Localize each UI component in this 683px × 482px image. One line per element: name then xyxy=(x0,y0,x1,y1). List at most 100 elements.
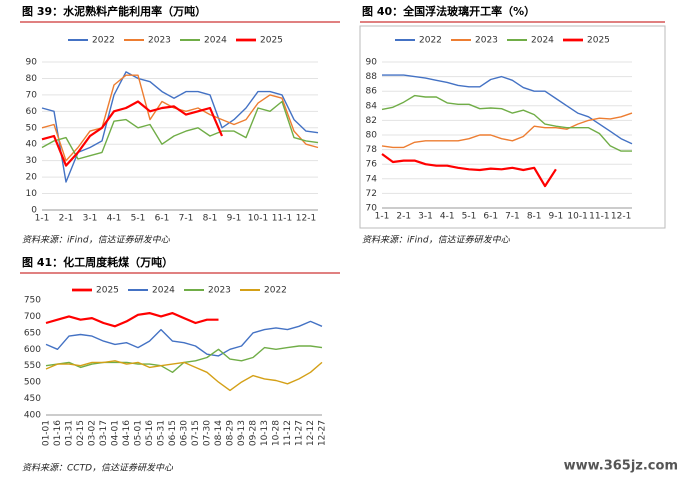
x-tick-label: 03-17 xyxy=(99,420,109,446)
x-tick-label: 4-1 xyxy=(440,212,455,222)
y-tick-label: 80 xyxy=(366,131,378,141)
x-tick-label: 12-27 xyxy=(318,420,328,446)
x-tick-label: 2-1 xyxy=(396,212,411,222)
source-note: 资料来源：CCTD，信达证券研发中心 xyxy=(22,463,174,474)
legend-label: 2024 xyxy=(531,36,554,46)
y-tick-label: 82 xyxy=(366,116,377,126)
x-tick-label: 11-27 xyxy=(295,420,305,446)
y-tick-label: 80 xyxy=(26,74,38,84)
y-tick-label: 450 xyxy=(24,394,41,404)
series-line xyxy=(41,100,319,160)
x-tick-label: 2-1 xyxy=(59,214,74,224)
legend-label: 2025 xyxy=(96,286,119,296)
x-tick-label: 09-28 xyxy=(249,420,259,446)
x-tick-label: 01-31 xyxy=(65,420,75,446)
x-tick-label: 02-15 xyxy=(76,420,86,446)
legend-label: 2024 xyxy=(204,36,227,46)
y-tick-label: 88 xyxy=(366,72,378,82)
series-line xyxy=(45,360,323,392)
legend-label: 2023 xyxy=(208,286,231,296)
legend-label: 2023 xyxy=(148,36,171,46)
y-tick-label: 60 xyxy=(26,107,38,117)
y-tick-label: 10 xyxy=(26,189,38,199)
x-tick-label: 05-31 xyxy=(157,420,167,446)
x-tick-label: 11-1 xyxy=(589,212,609,222)
series-line xyxy=(41,74,319,162)
x-tick-label: 1-1 xyxy=(35,214,50,224)
series-line xyxy=(41,71,319,183)
x-tick-label: 1-1 xyxy=(375,212,390,222)
x-tick-label: 04-16 xyxy=(122,420,132,446)
chart-title: 图 41：化工周度耗煤（万吨） xyxy=(22,255,173,269)
y-tick-label: 86 xyxy=(366,87,378,97)
legend-label: 2022 xyxy=(92,36,115,46)
x-tick-label: 05-16 xyxy=(145,420,155,446)
series-line xyxy=(41,100,224,167)
series-line xyxy=(45,345,323,373)
x-tick-label: 10-28 xyxy=(272,420,282,446)
y-tick-label: 90 xyxy=(366,58,378,68)
chart-title: 图 40：全国浮法玻璃开工率（%） xyxy=(362,4,535,18)
x-tick-label: 4-1 xyxy=(107,214,122,224)
x-tick-label: 01-01 xyxy=(42,420,52,446)
x-tick-label: 5-1 xyxy=(462,212,477,222)
x-tick-label: 11-1 xyxy=(272,214,292,224)
y-tick-label: 70 xyxy=(366,204,378,214)
y-tick-label: 20 xyxy=(26,173,38,183)
x-tick-label: 9-1 xyxy=(227,214,242,224)
x-tick-label: 08-29 xyxy=(226,420,236,446)
y-tick-label: 0 xyxy=(31,206,37,216)
x-tick-label: 9-1 xyxy=(549,212,564,222)
x-tick-label: 7-1 xyxy=(179,214,194,224)
y-tick-label: 400 xyxy=(24,411,41,421)
x-tick-label: 07-30 xyxy=(203,420,213,446)
y-tick-label: 76 xyxy=(366,160,378,170)
source-note: 资料来源：iFind，信达证券研发中心 xyxy=(362,235,511,246)
y-tick-label: 50 xyxy=(26,123,38,133)
x-tick-label: 11-12 xyxy=(283,420,293,446)
watermark: www.365jz.com xyxy=(564,459,678,474)
y-tick-label: 72 xyxy=(366,189,377,199)
x-tick-label: 06-30 xyxy=(180,420,190,446)
legend-label: 2025 xyxy=(587,36,610,46)
y-tick-label: 700 xyxy=(24,312,41,322)
x-tick-label: 05-01 xyxy=(134,420,144,446)
y-tick-label: 650 xyxy=(24,328,41,338)
y-tick-label: 70 xyxy=(26,90,38,100)
y-tick-label: 500 xyxy=(24,378,41,388)
series-line xyxy=(45,320,323,357)
x-tick-label: 7-1 xyxy=(505,212,520,222)
series-line xyxy=(381,153,557,188)
y-tick-label: 750 xyxy=(24,296,41,306)
series-line xyxy=(381,94,632,152)
x-tick-label: 3-1 xyxy=(83,214,98,224)
x-tick-label: 04-01 xyxy=(111,420,121,446)
x-tick-label: 09-13 xyxy=(237,420,247,446)
chart-frame xyxy=(359,25,666,229)
x-tick-label: 5-1 xyxy=(131,214,146,224)
y-tick-label: 78 xyxy=(366,145,378,155)
legend-label: 2025 xyxy=(260,36,283,46)
x-tick-label: 10-1 xyxy=(248,214,268,224)
y-tick-label: 550 xyxy=(24,361,41,371)
y-tick-label: 30 xyxy=(26,156,38,166)
x-tick-label: 07-15 xyxy=(191,420,201,446)
x-tick-label: 12-1 xyxy=(296,214,316,224)
x-tick-label: 8-1 xyxy=(527,212,542,222)
x-tick-label: 10-13 xyxy=(260,420,270,446)
chart-title: 图 39：水泥熟料产能利用率（万吨） xyxy=(22,4,206,18)
y-tick-label: 84 xyxy=(366,101,378,111)
x-tick-label: 6-1 xyxy=(155,214,170,224)
y-tick-label: 600 xyxy=(24,345,41,355)
legend-label: 2022 xyxy=(419,36,442,46)
x-tick-label: 06-15 xyxy=(168,420,178,446)
legend-label: 2023 xyxy=(475,36,498,46)
x-tick-label: 12-1 xyxy=(611,212,631,222)
series-line xyxy=(45,312,219,328)
y-tick-label: 90 xyxy=(26,58,38,68)
y-tick-label: 40 xyxy=(26,140,38,150)
x-tick-label: 03-02 xyxy=(88,420,98,446)
x-tick-label: 12-12 xyxy=(306,420,316,446)
x-tick-label: 3-1 xyxy=(418,212,433,222)
